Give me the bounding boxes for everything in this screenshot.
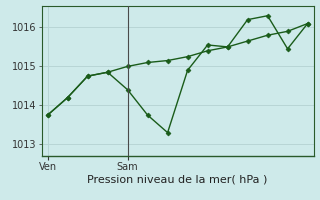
X-axis label: Pression niveau de la mer( hPa ): Pression niveau de la mer( hPa ): [87, 174, 268, 184]
